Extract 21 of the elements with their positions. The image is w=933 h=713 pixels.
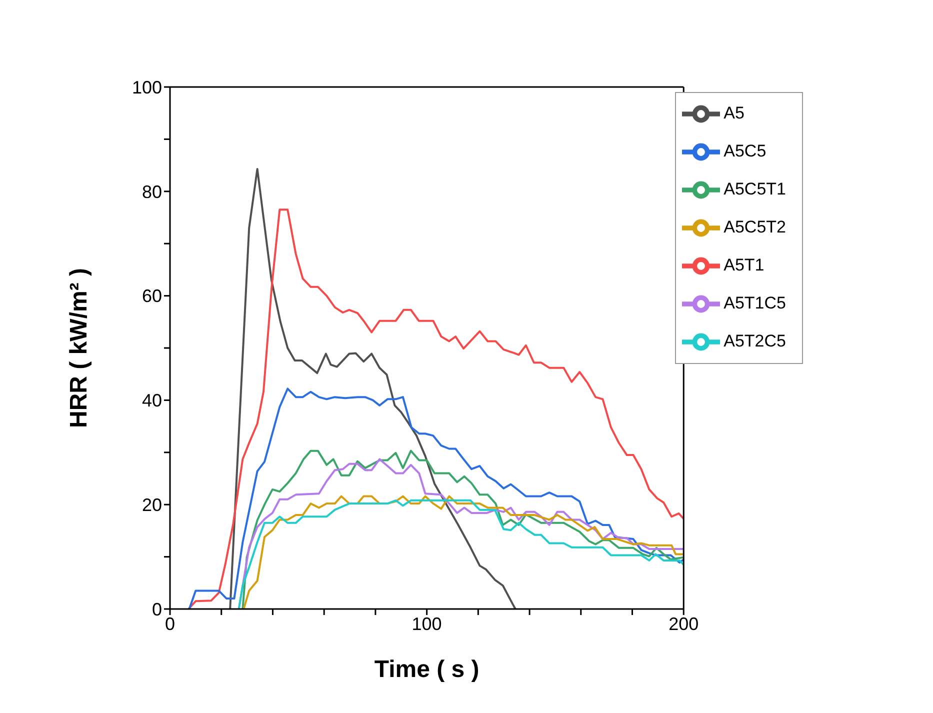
legend-label: A5C5 — [724, 141, 766, 160]
line-series — [229, 168, 516, 609]
x-tick-label: 0 — [164, 614, 176, 634]
x-axis-title: Time ( s ) — [374, 656, 480, 683]
legend-label: A5 — [724, 103, 744, 122]
x-tick-label: 200 — [668, 614, 699, 634]
y-tick-label: 0 — [152, 599, 162, 620]
x-tick-label: 100 — [412, 614, 442, 634]
legend-label: A5C5T2 — [724, 217, 786, 236]
line-series — [188, 388, 684, 609]
legend-label: A5T2C5 — [724, 331, 786, 350]
y-axis-title: HRR ( kW/m² ) — [66, 268, 93, 428]
line-series — [187, 208, 684, 609]
y-tick-label: 40 — [142, 390, 162, 411]
y-tick-label: 100 — [132, 77, 162, 98]
y-tick-label: 60 — [142, 286, 162, 306]
legend-label: A5C5T1 — [724, 179, 786, 198]
legend-label: A5T1 — [724, 255, 764, 274]
y-tick-label: 80 — [142, 182, 162, 202]
legend-label: A5T1C5 — [724, 293, 786, 312]
y-tick-label: 20 — [142, 494, 162, 515]
